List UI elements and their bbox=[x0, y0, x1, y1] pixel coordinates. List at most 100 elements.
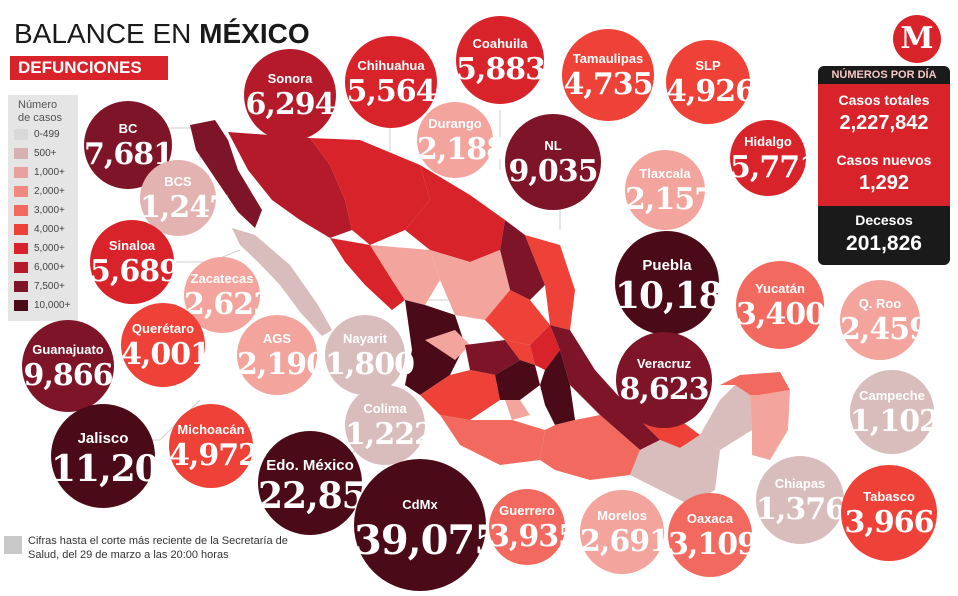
title-country: MÉXICO bbox=[199, 18, 310, 49]
legend-heading: Número de casos bbox=[18, 99, 62, 125]
state-name: Querétaro bbox=[131, 321, 195, 336]
state-deaths-value: 5,771 bbox=[730, 150, 820, 185]
legend-label: 1,000+ bbox=[34, 167, 65, 179]
page-title: BALANCE EN MÉXICO bbox=[14, 18, 310, 50]
state-deaths-value: 2,190 bbox=[237, 347, 327, 382]
legend-swatch bbox=[14, 167, 28, 178]
state-deaths-value: 4,926 bbox=[666, 74, 756, 109]
state-circle-coahuila: Coahuila 5,883 bbox=[456, 16, 546, 104]
state-circle-veracruz: Veracruz 8,623 bbox=[616, 332, 712, 428]
state-circle-edo-méxico: Edo. México 22,855 bbox=[258, 431, 391, 535]
state-deaths-value: 1,222 bbox=[345, 417, 435, 452]
state-circle-chihuahua: Chihuahua 5,564 bbox=[345, 36, 437, 128]
state-name: Michoacán bbox=[177, 422, 245, 437]
state-deaths-value: 6,294 bbox=[245, 87, 336, 122]
legend-label: 500+ bbox=[34, 148, 57, 160]
state-circle-chiapas: Chiapas 1,376 bbox=[756, 456, 846, 544]
state-circle-querétaro: Querétaro 4,001 bbox=[121, 303, 211, 387]
total-cases-value: 2,227,842 bbox=[839, 112, 929, 134]
legend-item: 500+ bbox=[14, 148, 57, 159]
state-deaths-value: 4,972 bbox=[169, 438, 259, 473]
state-circle-nl: NL 9,035 bbox=[505, 114, 601, 210]
state-name: Oaxaca bbox=[686, 511, 734, 526]
state-deaths-value: 5,883 bbox=[456, 52, 546, 87]
deaths-value: 201,826 bbox=[846, 232, 922, 255]
legend-label: 0-499 bbox=[34, 129, 60, 141]
legend-swatch bbox=[14, 186, 28, 197]
state-deaths-value: 3,935 bbox=[489, 519, 579, 554]
legend-heading-line2: de casos bbox=[18, 112, 63, 124]
state-deaths-value: 1,102 bbox=[850, 404, 940, 439]
legend-item: 1,000+ bbox=[14, 167, 65, 178]
legend-label: 6,000+ bbox=[34, 262, 65, 274]
state-deaths-value: 5,564 bbox=[346, 74, 437, 109]
state-name: AGS bbox=[262, 331, 292, 346]
legend-heading-line1: Número bbox=[18, 99, 58, 111]
state-circle-sinaloa: Sinaloa 5,689 bbox=[90, 220, 180, 304]
legend-swatch bbox=[14, 129, 28, 140]
legend-item: 3,000+ bbox=[14, 205, 65, 216]
legend-item: 0-499 bbox=[14, 129, 60, 140]
state-circle-puebla: Puebla 10,185 bbox=[615, 231, 748, 335]
state-circle-hidalgo: Hidalgo 5,771 bbox=[730, 120, 820, 196]
state-circle-colima: Colima 1,222 bbox=[345, 385, 435, 465]
footnote-text: Cifras hasta el corte más reciente de la… bbox=[28, 535, 288, 561]
state-circle-slp: SLP 4,926 bbox=[666, 40, 756, 124]
legend-label: 4,000+ bbox=[34, 224, 65, 236]
state-circle-tabasco: Tabasco 3,966 bbox=[841, 465, 937, 561]
state-deaths-value: 2,623 bbox=[184, 287, 274, 322]
state-circle-durango: Durango 2,188 bbox=[417, 102, 507, 178]
legend-label: 10,000+ bbox=[34, 300, 71, 312]
state-deaths-value: 4,001 bbox=[121, 337, 211, 372]
state-deaths-value: 9,035 bbox=[508, 154, 599, 189]
state-deaths-value: 1,376 bbox=[756, 492, 846, 527]
legend-label: 7,500+ bbox=[34, 281, 65, 293]
state-name: NL bbox=[544, 138, 562, 153]
state-circle-guanajuato: Guanajuato 9,866 bbox=[22, 320, 114, 412]
state-deaths-value: 11,206 bbox=[51, 448, 184, 490]
state-name: Campeche bbox=[859, 388, 925, 403]
state-deaths-value: 2,188 bbox=[417, 132, 507, 167]
new-cases-value: 1,292 bbox=[858, 172, 910, 194]
state-circle-bcs: BCS 1,247 bbox=[140, 160, 230, 236]
state-deaths-value: 2,691 bbox=[580, 524, 670, 559]
state-deaths-value: 1,247 bbox=[140, 190, 230, 225]
state-deaths-value: 5,689 bbox=[90, 254, 180, 289]
state-name: CdMx bbox=[402, 497, 438, 512]
state-name: BCS bbox=[164, 174, 192, 189]
state-name: Veracruz bbox=[636, 356, 692, 371]
legend-swatch bbox=[14, 205, 28, 216]
state-name: BC bbox=[118, 121, 138, 136]
color-legend: Número de casos 0-499 500+ 1,000+ 2,000+ 3,0… bbox=[8, 95, 78, 321]
daily-numbers-panel: NÚMEROS POR DÍA Casos totales 2,227,842 … bbox=[818, 66, 950, 265]
state-deaths-value: 2,157 bbox=[625, 182, 715, 217]
state-name: Coahuila bbox=[472, 36, 528, 51]
state-deaths-value: 9,866 bbox=[23, 358, 114, 393]
legend-swatch bbox=[14, 224, 28, 235]
total-cases-label: Casos totales bbox=[838, 92, 930, 108]
state-name: Yucatán bbox=[755, 281, 805, 296]
legend-item: 5,000+ bbox=[14, 243, 65, 254]
state-circle-guerrero: Guerrero 3,935 bbox=[489, 489, 579, 565]
legend-swatch bbox=[14, 300, 28, 311]
state-deaths-value: 4,735 bbox=[563, 67, 654, 102]
state-circle-ags: AGS 2,190 bbox=[237, 315, 327, 395]
state-name: Hidalgo bbox=[744, 134, 792, 149]
legend-swatch bbox=[14, 243, 28, 254]
state-deaths-value: 3,400 bbox=[736, 297, 826, 332]
state-circle-sonora: Sonora 6,294 bbox=[244, 49, 336, 141]
state-deaths-value: 10,185 bbox=[615, 275, 748, 317]
state-deaths-value: 1,800 bbox=[325, 347, 415, 382]
state-name: Colima bbox=[363, 401, 407, 416]
legend-item: 7,500+ bbox=[14, 281, 65, 292]
state-circle-nayarit: Nayarit 1,800 bbox=[325, 315, 415, 395]
state-deaths-value: 3,109 bbox=[668, 527, 758, 562]
state-name: Chihuahua bbox=[357, 58, 425, 73]
state-name: Tamaulipas bbox=[572, 51, 644, 66]
state-circle-campeche: Campeche 1,102 bbox=[850, 370, 940, 454]
new-cases-label: Casos nuevos bbox=[836, 152, 932, 168]
state-deaths-value: 3,966 bbox=[844, 505, 935, 540]
state-circle-bc: BC 7,681 bbox=[84, 101, 174, 189]
legend-item: 2,000+ bbox=[14, 186, 65, 197]
